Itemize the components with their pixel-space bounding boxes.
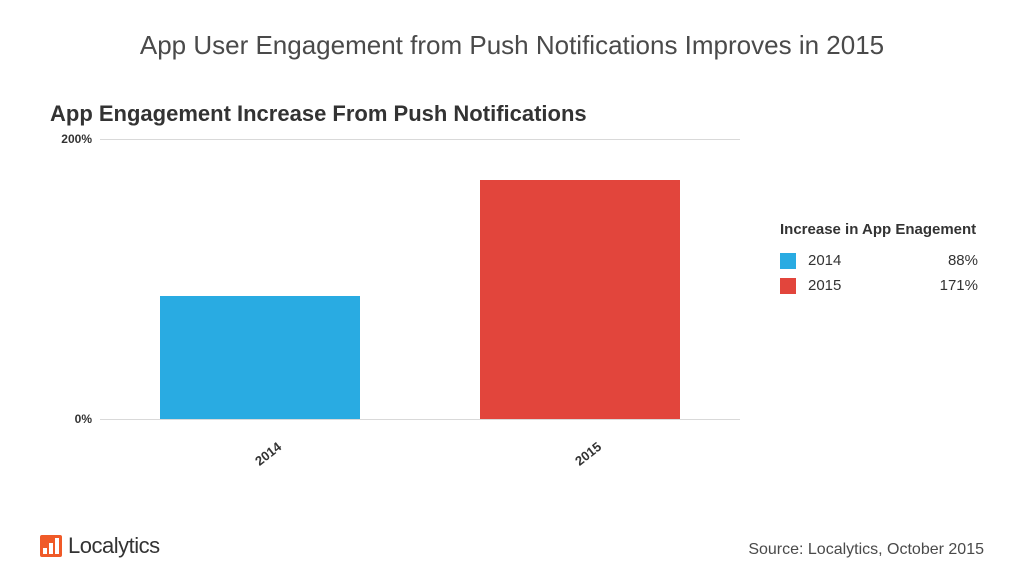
bar-group-2015: 2015 bbox=[480, 180, 680, 419]
bar-group-2014: 2014 bbox=[160, 296, 360, 419]
legend-row-2014: 2014 88% bbox=[780, 248, 984, 273]
brand-logo-icon bbox=[40, 535, 62, 557]
x-label-2015: 2015 bbox=[572, 439, 604, 469]
chart-plot-area: 200% 0% 2014 2015 bbox=[100, 139, 740, 419]
bar-2015 bbox=[480, 180, 680, 419]
legend-label-2014: 2014 bbox=[808, 252, 868, 269]
brand: Localytics bbox=[40, 533, 160, 559]
legend-block: Increase in App Enagement 2014 88% 2015 … bbox=[760, 101, 984, 298]
chart-title: App Engagement Increase From Push Notifi… bbox=[50, 101, 760, 127]
legend-swatch-2014 bbox=[780, 253, 796, 269]
legend-swatch-2015 bbox=[780, 278, 796, 294]
legend-row-2015: 2015 171% bbox=[780, 273, 984, 298]
x-label-2014: 2014 bbox=[252, 439, 284, 469]
legend-title: Increase in App Enagement bbox=[780, 221, 984, 238]
grid-line-bottom bbox=[100, 419, 740, 420]
page-title: App User Engagement from Push Notificati… bbox=[40, 30, 984, 61]
bars-container: 2014 2015 bbox=[100, 139, 740, 419]
chart-block: App Engagement Increase From Push Notifi… bbox=[40, 101, 760, 419]
source-text: Source: Localytics, October 2015 bbox=[748, 541, 984, 559]
content-row: App Engagement Increase From Push Notifi… bbox=[40, 101, 984, 419]
bar-2014 bbox=[160, 296, 360, 419]
y-tick-label-top: 200% bbox=[61, 132, 92, 146]
legend-value-2015: 171% bbox=[868, 277, 984, 294]
y-axis: 200% 0% bbox=[50, 139, 100, 419]
page-root: App User Engagement from Push Notificati… bbox=[0, 0, 1024, 581]
brand-name: Localytics bbox=[68, 533, 160, 559]
y-tick-label-bottom: 0% bbox=[75, 412, 92, 426]
legend-value-2014: 88% bbox=[868, 252, 984, 269]
footer: Localytics Source: Localytics, October 2… bbox=[40, 533, 984, 559]
legend-label-2015: 2015 bbox=[808, 277, 868, 294]
